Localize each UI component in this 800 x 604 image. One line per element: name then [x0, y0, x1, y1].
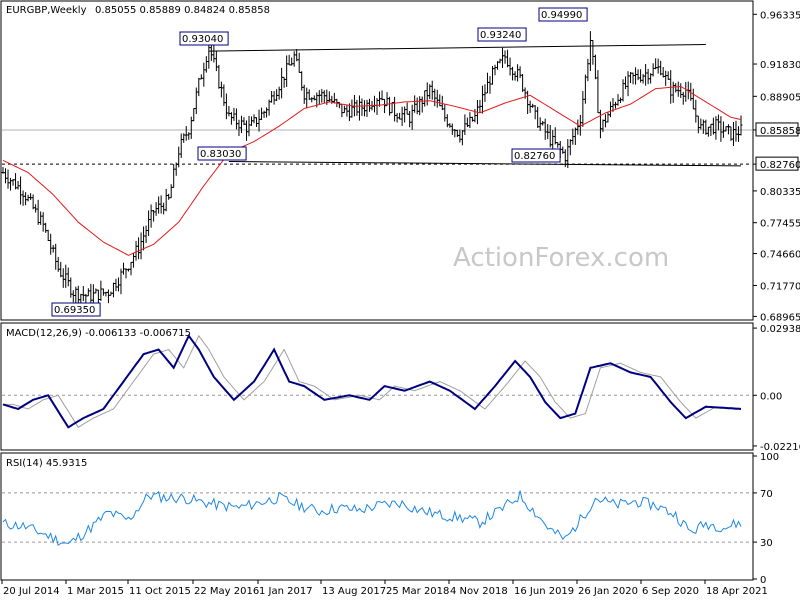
- price-y-tick-label: 0.71770: [760, 281, 800, 292]
- trendline-1: [208, 43, 706, 52]
- rsi-y-tick-label: 100: [760, 452, 779, 463]
- price-y-tick-label: 0.91830: [760, 60, 800, 71]
- price-y-tick-label: 0.68965: [760, 312, 800, 323]
- level-label: 0.83030: [200, 149, 241, 160]
- rsi-panel-frame: [0, 452, 754, 581]
- price-panel-frame: [0, 0, 754, 321]
- level-label-box: [538, 7, 588, 22]
- level-label: 0.69350: [54, 305, 95, 316]
- x-tick-label: 11 Oct 2015: [129, 586, 191, 597]
- price-y-tick-label: 0.80335: [760, 187, 800, 198]
- macd-panel-frame: [0, 322, 754, 451]
- sma-line: [2, 85, 742, 256]
- level-label-box: [197, 146, 247, 161]
- x-tick-label: 4 Nov 2018: [450, 586, 508, 597]
- level-label-box: [179, 31, 229, 46]
- x-tick-label: 16 Jun 2019: [514, 586, 574, 597]
- x-tick-label: 6 Sep 2020: [642, 586, 699, 597]
- symbol-label: EURGBP,Weekly: [6, 5, 87, 16]
- rsi-y-tick-label: 30: [760, 538, 773, 549]
- level-label-box: [477, 27, 527, 42]
- x-tick-label: 18 Apr 2021: [706, 586, 768, 597]
- price-y-tick-label: 0.77455: [760, 219, 800, 230]
- rsi-line: [2, 490, 742, 547]
- price-y-tick-label: 0.74660: [760, 250, 800, 261]
- macd-y-tick-label: -0.022161: [760, 442, 800, 453]
- rsi-layer: [2, 490, 752, 547]
- ohlc-header: 0.85055 0.85889 0.84824 0.85858: [95, 5, 270, 16]
- macd-y-tick-label: 0.029387: [760, 324, 800, 335]
- rsi-label: RSI(14) 45.9315: [6, 458, 87, 469]
- level-label: 0.93240: [480, 30, 521, 41]
- x-tick-label: 20 Jul 2014: [3, 586, 60, 597]
- level-label: 0.82760: [514, 151, 555, 162]
- rsi-y-tick-label: 70: [760, 489, 773, 500]
- macd-y-tick-label: 0.00: [760, 391, 782, 402]
- watermark: ActionForex.com: [453, 243, 669, 273]
- price-y-tick-label: 0.85858: [760, 126, 800, 137]
- level-label-box: [51, 302, 101, 317]
- level-label-box: [511, 148, 561, 163]
- price-layer: 0.93040 0.93240 0.94990 0.83030 0.82760 0.693…: [1, 7, 752, 317]
- price-y-tick-label: 0.96335: [760, 10, 800, 21]
- price-y-tag: [755, 122, 799, 137]
- price-y-tick-label: 0.88905: [760, 92, 800, 103]
- price-y-tick-label: 0.82760: [760, 160, 800, 171]
- rsi-y-tick-label: 0: [760, 575, 766, 586]
- trendline-2: [228, 160, 742, 167]
- price-y-tag: [755, 156, 799, 171]
- x-tick-label: 22 May 2016: [194, 586, 259, 597]
- x-tick-label: 1 Mar 2015: [67, 586, 124, 597]
- x-tick-label: 25 Mar 2018: [386, 586, 449, 597]
- axis-layer: 0.96335 0.91830 0.88905 0.85858 0.82760 0.803…: [1, 10, 800, 597]
- x-tick-label: 13 Aug 2017: [322, 586, 386, 597]
- x-tick-label: 26 Jan 2020: [578, 586, 638, 597]
- level-label: 0.93040: [182, 34, 223, 45]
- level-label: 0.94990: [541, 10, 582, 21]
- x-tick-label: 1 Jan 2017: [259, 586, 313, 597]
- macd-label: MACD(12,26,9) -0.006133 -0.006715: [6, 328, 191, 339]
- macd-line: [2, 333, 742, 429]
- macd-layer: [2, 333, 752, 429]
